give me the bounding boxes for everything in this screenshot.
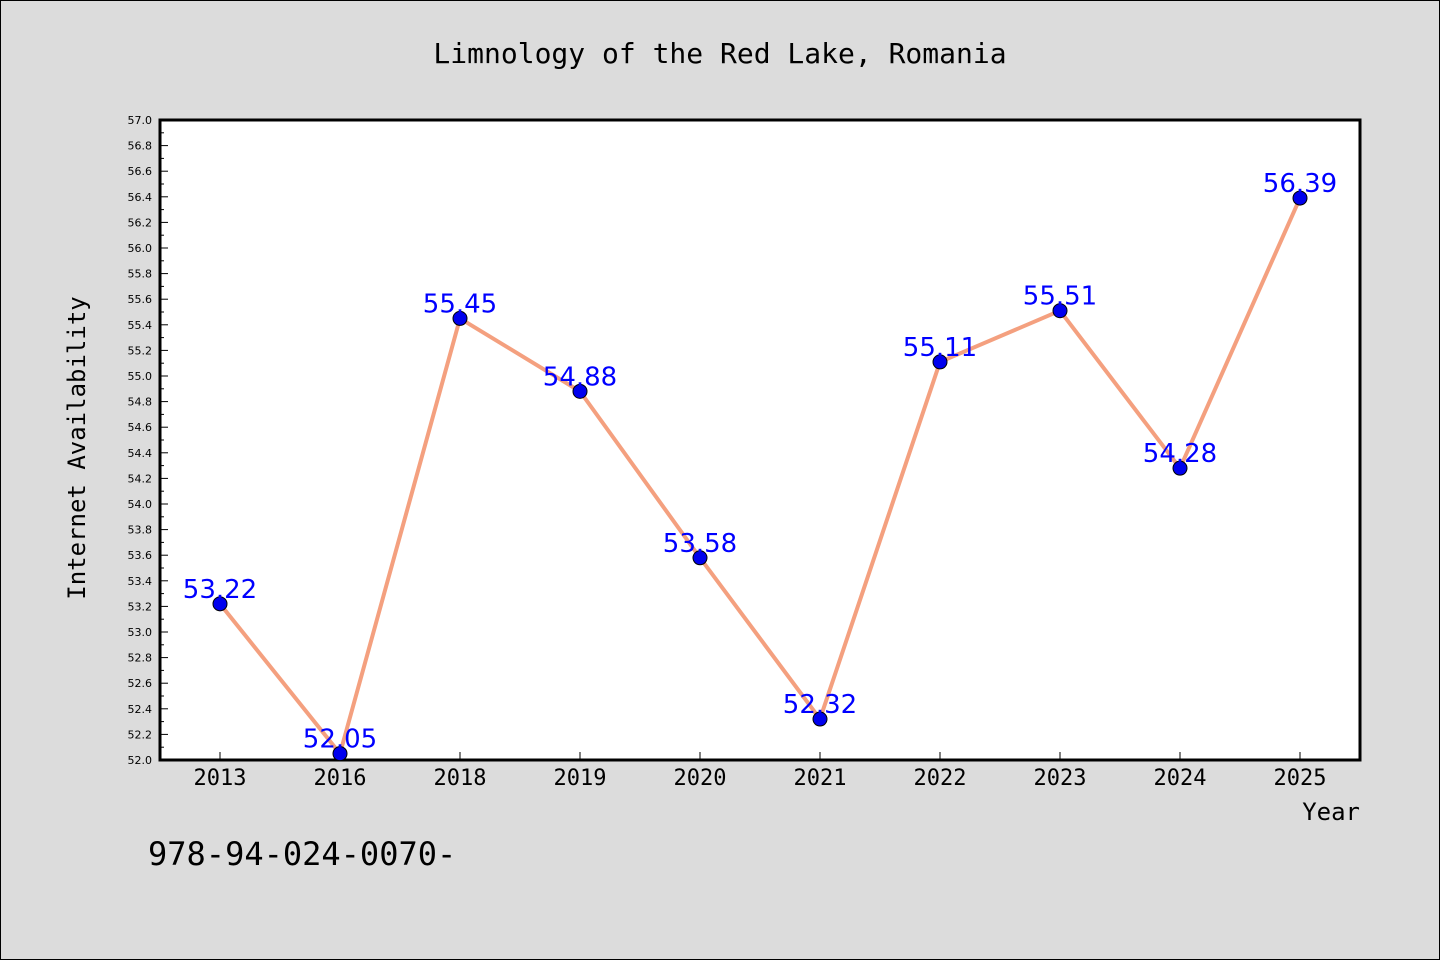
series-layer: 53.22 52.05 55.45 54.88 53.58 52.32 55.11 55.51…: [183, 169, 1337, 762]
y-tick-label: 54.0: [128, 498, 153, 511]
y-tick-label: 56.2: [128, 216, 153, 229]
data-label: 53.22: [183, 575, 257, 605]
data-label: 55.45: [423, 289, 497, 319]
y-tick-label: 55.0: [128, 370, 153, 383]
data-point: [212, 596, 228, 612]
y-tick-label: 52.4: [128, 703, 153, 716]
y-tick-label: 54.8: [128, 396, 153, 409]
x-tick-label: 2020: [674, 766, 727, 791]
data-label: 52.32: [783, 690, 857, 720]
y-tick-label: 56.4: [128, 191, 153, 204]
y-tick-label: 54.2: [128, 472, 153, 485]
x-tick-label: 2022: [914, 766, 967, 791]
x-tick-label: 2019: [554, 766, 607, 791]
data-point: [812, 711, 828, 727]
y-tick-label: 53.8: [128, 524, 153, 537]
x-axis-label: Year: [1302, 798, 1360, 826]
y-axis: 52.0 52.2 52.4 52.6 52.8 53.0 53.2 53.4 53.6 53.8…: [128, 114, 168, 767]
y-tick-label: 53.6: [128, 549, 153, 562]
y-tick-label: 52.2: [128, 728, 153, 741]
chart-title: Limnology of the Red Lake, Romania: [433, 37, 1006, 70]
x-tick-label: 2018: [434, 766, 487, 791]
data-point: [332, 746, 348, 762]
y-tick-label: 54.6: [128, 421, 153, 434]
y-tick-label: 57.0: [128, 114, 153, 127]
y-tick-label: 55.2: [128, 344, 153, 357]
data-point: [1172, 460, 1188, 476]
footer-text: 978-94-024-0070-: [148, 835, 456, 873]
data-label: 56.39: [1263, 169, 1337, 199]
x-axis: 2013 2016 2018 2019 2020 2021 2022 2023 2024 2025: [194, 752, 1327, 791]
y-tick-label: 55.4: [128, 319, 153, 332]
y-tick-label: 52.0: [128, 754, 153, 767]
y-tick-label: 54.4: [128, 447, 153, 460]
data-point: [932, 354, 948, 370]
data-point: [1292, 190, 1308, 206]
data-label: 53.58: [663, 529, 737, 559]
x-tick-label: 2024: [1154, 766, 1207, 791]
data-point: [452, 310, 468, 326]
data-point: [1052, 303, 1068, 319]
x-tick-label: 2016: [314, 766, 367, 791]
data-label: 54.28: [1143, 439, 1217, 469]
y-tick-label: 56.8: [128, 140, 153, 153]
y-axis-label: Internet Availability: [63, 296, 91, 599]
y-tick-label: 53.2: [128, 600, 153, 613]
x-tick-label: 2021: [794, 766, 847, 791]
data-label: 54.88: [543, 362, 617, 392]
y-tick-label: 55.6: [128, 293, 153, 306]
series-line: [218, 197, 1302, 756]
y-tick-label: 55.8: [128, 268, 153, 281]
x-tick-label: 2025: [1274, 766, 1327, 791]
y-tick-label: 52.6: [128, 677, 153, 690]
y-tick-label: 56.0: [128, 242, 153, 255]
y-tick-label: 53.0: [128, 626, 153, 639]
data-label: 52.05: [303, 725, 377, 755]
data-label: 55.11: [903, 333, 977, 363]
data-point: [572, 383, 588, 399]
x-tick-label: 2013: [194, 766, 247, 791]
x-tick-label: 2023: [1034, 766, 1087, 791]
y-tick-label: 56.6: [128, 165, 153, 178]
y-tick-label: 53.4: [128, 575, 153, 588]
data-label: 55.51: [1023, 282, 1097, 312]
y-tick-label: 52.8: [128, 652, 153, 665]
data-point: [692, 550, 708, 566]
